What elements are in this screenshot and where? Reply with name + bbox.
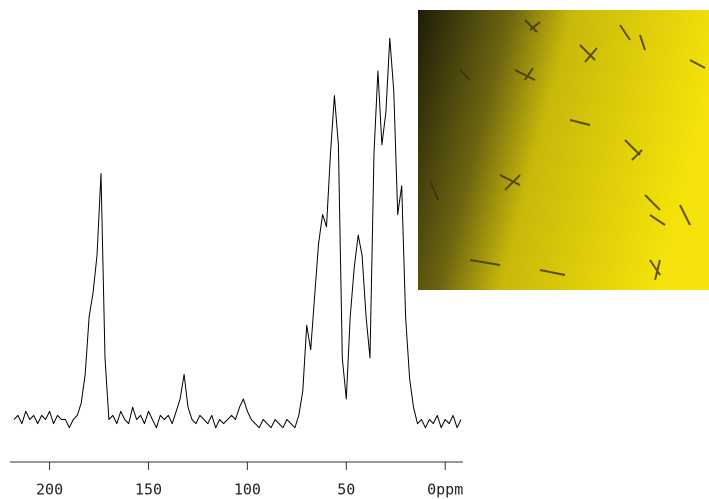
x-tick-label: 0ppm	[427, 481, 463, 499]
x-tick-label: 100	[234, 481, 261, 499]
x-tick-label: 50	[337, 481, 355, 499]
x-tick-label: 200	[36, 481, 63, 499]
x-tick-label: 150	[135, 481, 162, 499]
spectrum-line	[13, 37, 462, 429]
micrograph	[418, 10, 709, 290]
